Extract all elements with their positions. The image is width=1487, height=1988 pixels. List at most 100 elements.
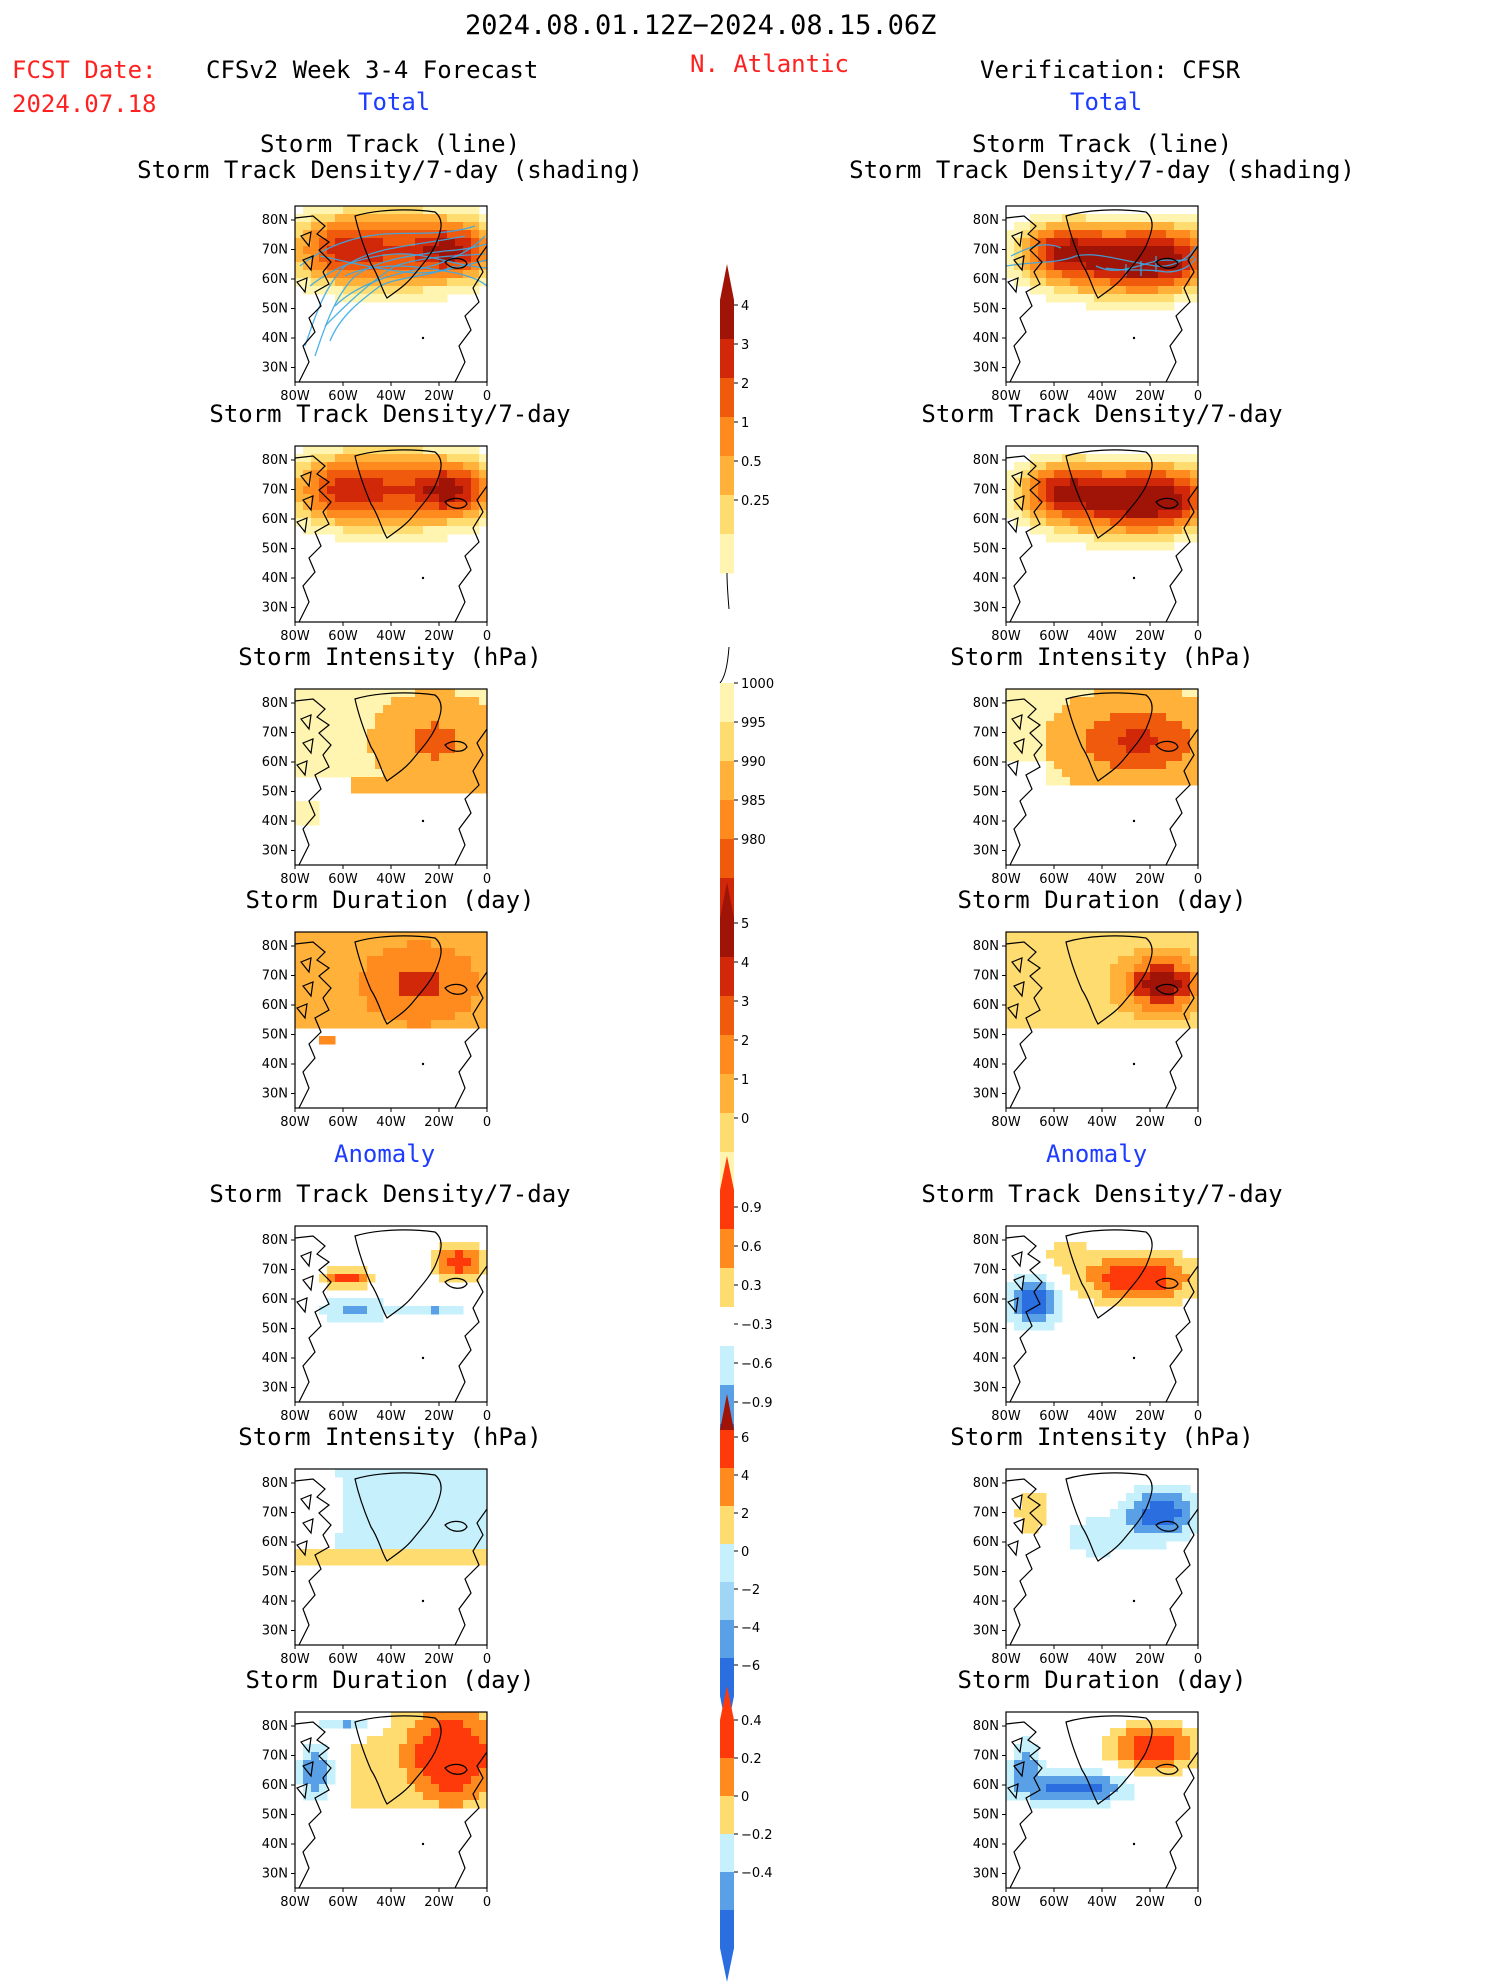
heatmap-cell (1126, 1258, 1135, 1267)
heatmap-cell (1086, 964, 1095, 973)
heatmap-cell (1134, 769, 1143, 778)
heatmap-cell (359, 1541, 368, 1550)
heatmap-cell (455, 1509, 464, 1518)
heatmap-cell (1038, 278, 1047, 287)
heatmap-cell (1110, 238, 1119, 247)
heatmap-cell (391, 222, 400, 231)
heatmap-cell (295, 270, 304, 279)
heatmap-cell (351, 526, 360, 535)
heatmap-cell (1006, 956, 1015, 965)
heatmap-cell (1086, 1533, 1095, 1542)
heatmap-cell (1046, 510, 1055, 519)
heatmap-cell (431, 1720, 440, 1729)
heatmap-cell (1110, 486, 1119, 495)
heatmap-cell (359, 988, 368, 997)
heatmap-cell (471, 502, 480, 511)
heatmap-cell (303, 518, 312, 527)
heatmap-cell (295, 809, 304, 818)
heatmap-cell (1054, 486, 1063, 495)
heatmap-cell (351, 713, 360, 722)
heatmap-cell (399, 697, 408, 706)
heatmap-cell (463, 1020, 472, 1029)
heatmap-cell (1070, 534, 1079, 543)
heatmap-cell (311, 222, 320, 231)
heatmap-cell (311, 721, 320, 730)
heatmap-cell (1134, 1541, 1143, 1550)
heatmap-cell (439, 1469, 448, 1478)
heatmap-cell (1190, 238, 1199, 247)
heatmap-cell (311, 1744, 320, 1753)
heatmap-cell (295, 254, 304, 263)
heatmap-cell (1134, 745, 1143, 754)
lon-tick-label: 20W (1135, 1409, 1165, 1424)
heatmap-cell (1190, 996, 1199, 1005)
heatmap-cell (1094, 462, 1103, 471)
heatmap-cell (295, 1020, 304, 1029)
heatmap-cell (311, 956, 320, 965)
heatmap-cell (1006, 270, 1015, 279)
heatmap-cell (1054, 1258, 1063, 1267)
heatmap-cell (1174, 769, 1183, 778)
heatmap-cell (1182, 230, 1191, 239)
heatmap-cell (351, 729, 360, 738)
heatmap-cell (1174, 972, 1183, 981)
heatmap-cell (335, 948, 344, 957)
heatmap-cell (455, 526, 464, 535)
heatmap-cell (399, 246, 408, 255)
heatmap-cell (471, 769, 480, 778)
heatmap-cell (431, 988, 440, 997)
heatmap-cell (1166, 278, 1175, 287)
heatmap-cell (383, 502, 392, 511)
heatmap-cell (1158, 278, 1167, 287)
heatmap-cell (1166, 534, 1175, 543)
heatmap-cell (447, 980, 456, 989)
heatmap-cell (367, 486, 376, 495)
heatmap-cell (1006, 486, 1015, 495)
heatmap-cell (1190, 705, 1199, 714)
heatmap-cell (1134, 1720, 1143, 1729)
heatmap-cell (1150, 286, 1159, 295)
heatmap-cell (367, 294, 376, 303)
heatmap-cell (471, 1493, 480, 1502)
heatmap-cell (383, 697, 392, 706)
heatmap-cell (343, 713, 352, 722)
heatmap-cell (455, 446, 464, 455)
heatmap-cell (383, 454, 392, 463)
heatmap-cell (479, 262, 488, 271)
heatmap-cell (335, 486, 344, 495)
heatmap-cell (1062, 286, 1071, 295)
heatmap-cell (1110, 1792, 1119, 1801)
heatmap-cell (1110, 1012, 1119, 1021)
heatmap-cell (1086, 948, 1095, 957)
heatmap-cell (359, 254, 368, 263)
heatmap-cell (1038, 932, 1047, 941)
heatmap-cell (319, 1549, 328, 1558)
heatmap-cell (295, 737, 304, 746)
heatmap-cell (1038, 510, 1047, 519)
heatmap-cell (319, 972, 328, 981)
heatmap-cell (295, 956, 304, 965)
heatmap-cell (1110, 737, 1119, 746)
heatmap-cell (1102, 1517, 1111, 1526)
heatmap-cell (343, 769, 352, 778)
heatmap-cell (359, 1493, 368, 1502)
heatmap-cell (479, 713, 488, 722)
heatmap-cell (1126, 302, 1135, 311)
heatmap-cell (383, 1517, 392, 1526)
heatmap-cell (1142, 510, 1151, 519)
heatmap-cell (1094, 713, 1103, 722)
heatmap-cell (335, 737, 344, 746)
heatmap-cell (375, 486, 384, 495)
heatmap-cell (1006, 713, 1015, 722)
heatmap-cell (1118, 494, 1127, 503)
heatmap-cell (391, 1493, 400, 1502)
heatmap-cell (471, 729, 480, 738)
heatmap-cell (375, 948, 384, 957)
heatmap-cell (423, 1509, 432, 1518)
heatmap-cell (1174, 1760, 1183, 1769)
heatmap-cell (1006, 1020, 1015, 1029)
heatmap-cell (1150, 948, 1159, 957)
heatmap-cell (1158, 705, 1167, 714)
heatmap-cell (359, 1266, 368, 1275)
